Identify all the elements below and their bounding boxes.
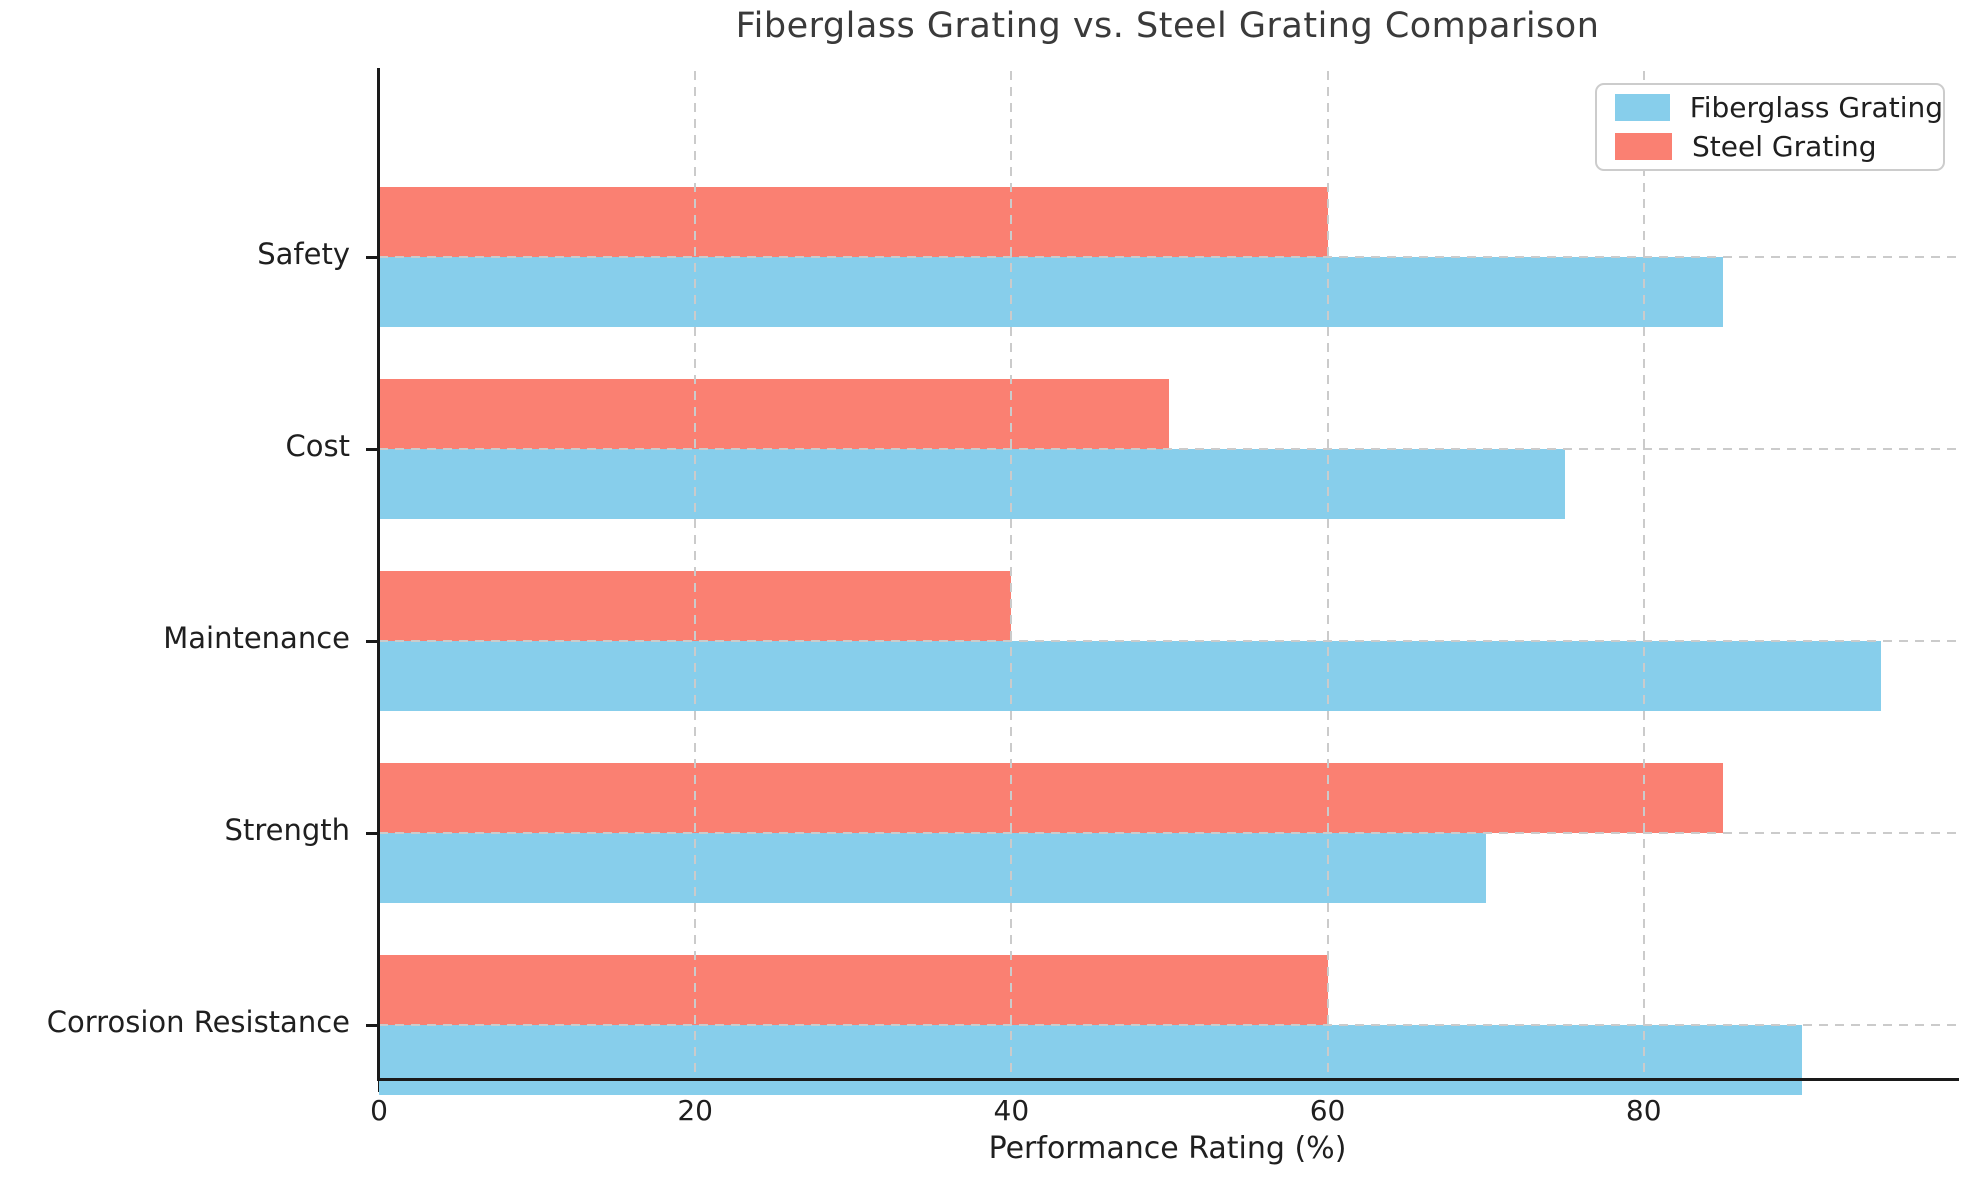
legend-swatch-fiberglass (1615, 94, 1670, 121)
gridline-x-60 (1326, 71, 1329, 1078)
bar-steel-grating-cost (379, 379, 1170, 449)
bar-steel-grating-safety (379, 187, 1328, 257)
y-axis-spine (377, 68, 380, 1081)
chart-title: Fiberglass Grating vs. Steel Grating Com… (735, 6, 1600, 46)
category-label-maintenance: Maintenance (163, 621, 350, 655)
gridline-y-cost (379, 448, 1956, 450)
bar-fiberglass-grating-safety (379, 257, 1723, 327)
plot-area: Fiberglass Grating Steel Grating (379, 71, 1956, 1095)
legend-label-steel: Steel Grating (1692, 130, 1877, 163)
y-tickmark-maintenance (366, 639, 378, 643)
bar-fiberglass-grating-corrosion-resistance (379, 1025, 1802, 1095)
bar-fiberglass-grating-strength (379, 833, 1486, 903)
y-tickmark-strength (366, 831, 378, 835)
x-ticklabel-80: 80 (1625, 1094, 1662, 1127)
gridline-x-40 (1010, 71, 1013, 1078)
y-tickmark-cost (366, 447, 378, 451)
legend-entry-fiberglass: Fiberglass Grating (1615, 91, 1943, 124)
category-label-corrosion-resistance: Corrosion Resistance (46, 1005, 350, 1039)
legend-label-fiberglass: Fiberglass Grating (1689, 91, 1943, 124)
legend-entry-steel: Steel Grating (1615, 130, 1943, 163)
gridline-x-80 (1642, 71, 1645, 1078)
gridline-y-corrosion-resistance (379, 1024, 1956, 1026)
category-label-strength: Strength (224, 813, 350, 847)
x-ticklabel-20: 20 (677, 1094, 713, 1127)
bar-fiberglass-grating-cost (379, 449, 1565, 519)
gridline-y-safety (379, 256, 1956, 258)
x-ticklabel-40: 40 (993, 1094, 1030, 1127)
legend-swatch-steel (1615, 133, 1672, 160)
gridline-y-strength (379, 832, 1956, 834)
bar-steel-grating-corrosion-resistance (379, 955, 1328, 1025)
gridline-x-20 (694, 71, 697, 1078)
bar-fiberglass-grating-maintenance (379, 641, 1881, 711)
x-axis-title: Performance Rating (%) (988, 1131, 1347, 1166)
x-ticklabel-60: 60 (1309, 1094, 1346, 1127)
y-tickmark-safety (366, 255, 378, 259)
category-label-safety: Safety (257, 237, 350, 271)
category-label-cost: Cost (285, 429, 350, 463)
bar-steel-grating-strength (379, 763, 1723, 833)
x-axis-spine (377, 1078, 1959, 1081)
gridline-y-maintenance (379, 640, 1956, 642)
legend: Fiberglass Grating Steel Grating (1595, 83, 1945, 171)
x-ticklabel-0: 0 (370, 1094, 388, 1127)
y-tickmark-corrosion-resistance (366, 1023, 378, 1027)
